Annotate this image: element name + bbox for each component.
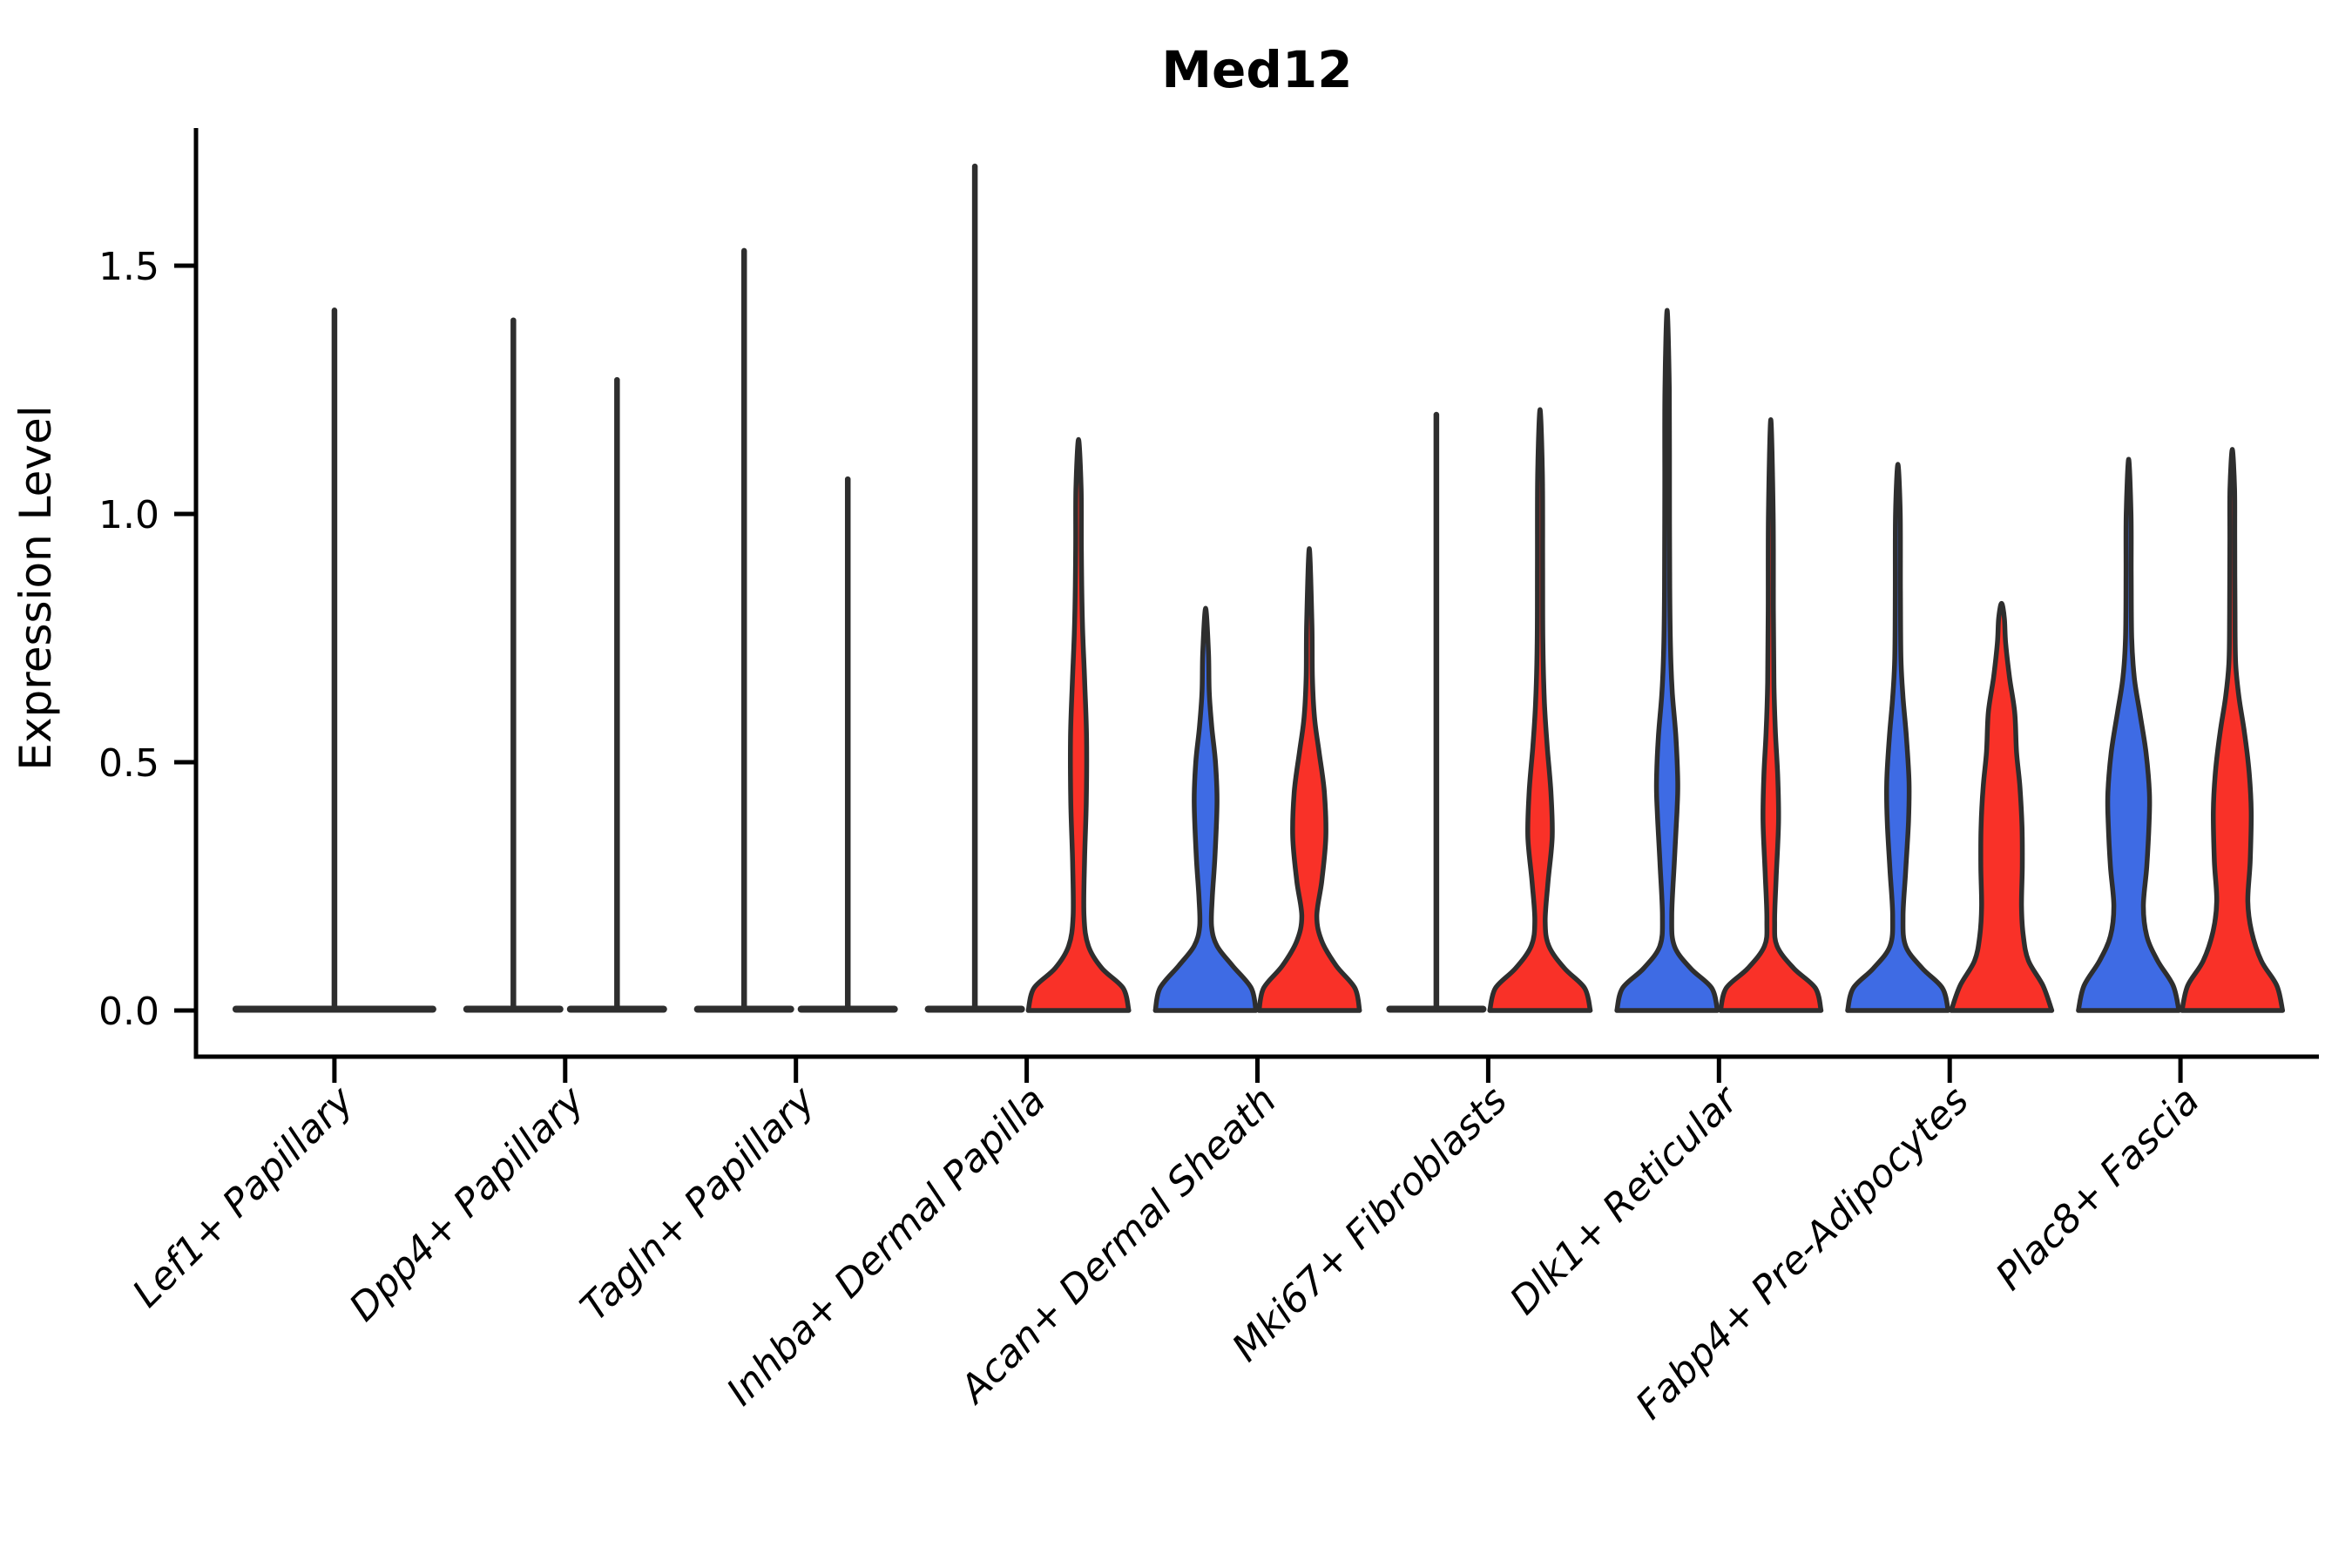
- violin-plac8-fascia-red: [2180, 447, 2286, 1013]
- violin-tagln-papillary-red: [797, 476, 898, 1013]
- violins-layer: [232, 163, 2286, 1013]
- violin-dlk1-reticular-red-body: [1718, 416, 1824, 1013]
- violin-dlk1-reticular-blue-body: [1614, 308, 1720, 1013]
- plot-title: Med12: [1161, 40, 1352, 99]
- violin-acan-dermal-sheath-blue-body: [1152, 605, 1259, 1013]
- violin-plac8-fascia-red-body: [2180, 447, 2286, 1013]
- violin-acan-dermal-sheath-red: [1256, 546, 1362, 1013]
- violin-acan-dermal-sheath-blue: [1152, 605, 1259, 1013]
- violin-plac8-fascia-blue-body: [2076, 456, 2182, 1013]
- violin-mki67-fibroblasts-red-body: [1487, 407, 1593, 1013]
- violin-inhba-dermal-papilla-red-body: [1025, 436, 1132, 1013]
- violin-fabp4-pre-adipocytes-red-body: [1949, 600, 2055, 1013]
- violin-fabp4-pre-adipocytes-blue: [1845, 462, 1951, 1013]
- violin-tagln-papillary-blue: [693, 247, 794, 1013]
- y-tick-label-1.5: 1.5: [98, 245, 159, 289]
- violin-dpp4-papillary-blue: [463, 317, 564, 1013]
- violin-inhba-dermal-papilla-blue: [924, 163, 1025, 1013]
- violin-dlk1-reticular-blue: [1614, 308, 1720, 1013]
- violin-mki67-fibroblasts-blue: [1386, 411, 1487, 1013]
- violin-dlk1-reticular-red: [1718, 416, 1824, 1013]
- y-axis-label: Expression Level: [10, 405, 61, 770]
- y-tick-label-1.0: 1.0: [98, 493, 159, 537]
- violin-dpp4-papillary-red: [566, 376, 667, 1013]
- violin-lef1-papillary-single: [232, 308, 436, 1013]
- violin-acan-dermal-sheath-red-body: [1256, 546, 1362, 1013]
- axes-layer: [174, 128, 2319, 1083]
- violin-inhba-dermal-papilla-red: [1025, 436, 1132, 1013]
- violin-fabp4-pre-adipocytes-blue-body: [1845, 462, 1951, 1013]
- y-axis-tick-labels: 0.0 0.5 1.0 1.5: [98, 245, 159, 1034]
- violin-mki67-fibroblasts-red: [1487, 407, 1593, 1013]
- violin-plac8-fascia-blue: [2076, 456, 2182, 1013]
- violin-fabp4-pre-adipocytes-red: [1949, 600, 2055, 1013]
- y-tick-label-0.5: 0.5: [98, 741, 159, 786]
- y-tick-label-0.0: 0.0: [98, 990, 159, 1034]
